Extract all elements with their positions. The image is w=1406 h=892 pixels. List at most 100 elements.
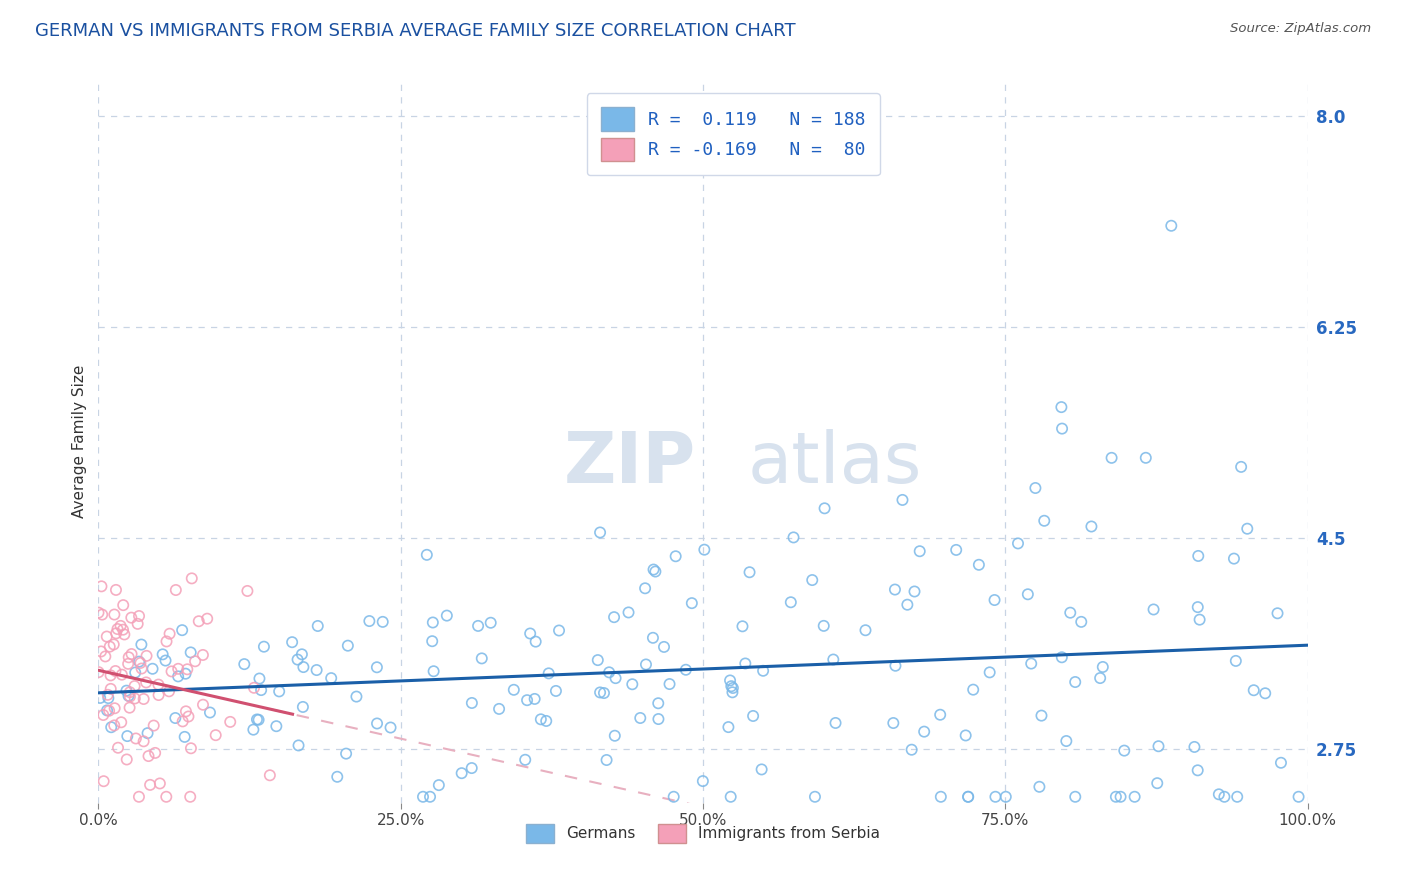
Point [1160, 219, 1182, 233]
Point [129, 656, 152, 670]
Point [1017, 587, 1039, 601]
Point [751, 763, 773, 777]
Point [148, 688, 170, 702]
Point [412, 789, 434, 804]
Point [589, 525, 612, 540]
Point [87, 606, 110, 620]
Point [93, 774, 115, 789]
Point [160, 665, 183, 679]
Point [721, 681, 744, 695]
Point [287, 652, 309, 666]
Point [1188, 613, 1211, 627]
Point [422, 615, 444, 630]
Point [589, 685, 612, 699]
Point [1187, 600, 1209, 615]
Point [603, 729, 626, 743]
Point [647, 696, 669, 710]
Point [658, 677, 681, 691]
Point [142, 718, 165, 732]
Point [104, 664, 127, 678]
Point [121, 647, 143, 661]
Point [544, 684, 567, 698]
Point [131, 638, 153, 652]
Point [104, 701, 127, 715]
Point [782, 530, 804, 544]
Point [1213, 789, 1236, 804]
Point [125, 731, 148, 746]
Point [605, 671, 627, 685]
Point [94, 649, 117, 664]
Point [148, 677, 170, 691]
Point [537, 666, 560, 681]
Point [734, 657, 756, 671]
Point [665, 549, 688, 564]
Point [983, 593, 1005, 607]
Point [628, 711, 651, 725]
Point [124, 665, 146, 680]
Point [155, 634, 177, 648]
Point [823, 652, 845, 666]
Point [321, 671, 343, 685]
Point [143, 746, 166, 760]
Point [1007, 536, 1029, 550]
Point [98, 704, 121, 718]
Point [598, 665, 620, 680]
Point [1254, 686, 1277, 700]
Point [292, 660, 315, 674]
Point [652, 640, 675, 654]
Point [1109, 789, 1132, 804]
Point [159, 626, 181, 640]
Point [250, 683, 273, 698]
Point [471, 651, 494, 665]
Point [165, 582, 187, 597]
Point [172, 623, 194, 637]
Point [118, 650, 141, 665]
Text: atlas: atlas [748, 429, 922, 498]
Point [641, 631, 664, 645]
Point [1288, 789, 1310, 804]
Legend: Germans, Immigrants from Serbia: Germans, Immigrants from Serbia [520, 817, 886, 849]
Point [132, 734, 155, 748]
Point [291, 700, 314, 714]
Point [461, 761, 484, 775]
Point [1184, 739, 1206, 754]
Point [247, 713, 270, 727]
Point [593, 686, 616, 700]
Point [359, 614, 381, 628]
Point [515, 753, 537, 767]
Point [198, 706, 221, 720]
Point [107, 740, 129, 755]
Point [236, 584, 259, 599]
Point [103, 607, 125, 622]
Point [117, 657, 139, 671]
Point [884, 582, 907, 597]
Point [103, 637, 125, 651]
Point [96, 703, 118, 717]
Point [752, 664, 775, 678]
Point [1050, 400, 1073, 414]
Point [1223, 551, 1246, 566]
Point [427, 778, 450, 792]
Point [1059, 606, 1081, 620]
Point [118, 685, 141, 699]
Point [326, 770, 349, 784]
Point [266, 719, 288, 733]
Point [180, 571, 202, 585]
Point [530, 712, 553, 726]
Point [516, 693, 538, 707]
Point [912, 724, 935, 739]
Point [120, 610, 142, 624]
Point [979, 665, 1001, 680]
Point [195, 612, 218, 626]
Point [281, 635, 304, 649]
Point [502, 682, 524, 697]
Point [124, 691, 146, 706]
Point [117, 729, 139, 743]
Point [1123, 789, 1146, 804]
Point [204, 728, 226, 742]
Point [243, 681, 266, 695]
Point [419, 789, 441, 804]
Point [90, 579, 112, 593]
Point [100, 720, 122, 734]
Point [176, 662, 198, 676]
